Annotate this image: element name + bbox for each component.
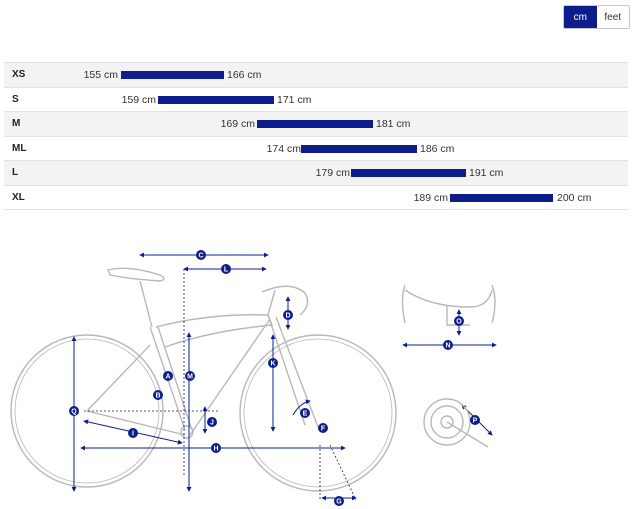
size-row-m: M 169 cm 181 cm <box>4 111 628 136</box>
height-range-bar <box>257 120 373 128</box>
height-range-bar <box>301 144 417 153</box>
svg-text:M: M <box>187 374 193 381</box>
marker-o-icon: O <box>454 316 464 326</box>
height-min: 155 cm <box>83 69 118 81</box>
size-row-l: L 179 cm 191 cm <box>4 160 628 185</box>
height-min: 159 cm <box>121 93 156 106</box>
svg-text:O: O <box>456 319 462 326</box>
marker-f-icon: F <box>318 423 328 433</box>
size-label: XL <box>12 191 25 203</box>
size-label: L <box>12 167 19 178</box>
marker-e-icon: E <box>300 408 310 418</box>
svg-text:B: B <box>155 393 160 400</box>
marker-g-icon: G <box>334 496 344 506</box>
seatpost <box>139 280 153 328</box>
svg-text:F: F <box>321 426 326 433</box>
height-max: 186 cm <box>420 142 455 155</box>
rear-rim <box>14 338 160 484</box>
handlebar-inset <box>401 284 496 326</box>
svg-text:I: I <box>132 431 134 438</box>
size-row-xl: XL 189 cm 200 cm <box>4 184 628 210</box>
saddle <box>107 267 165 282</box>
dimension-lines <box>71 252 497 501</box>
marker-a-icon: A <box>163 371 173 381</box>
marker-b-icon: B <box>153 390 163 400</box>
unit-feet-button[interactable]: feet <box>596 6 629 28</box>
marker-k-icon: K <box>268 358 278 368</box>
marker-m-icon: M <box>185 371 195 381</box>
size-chart: XS 155 cm 166 cm S 159 cm 171 cm M 169 c… <box>4 62 628 210</box>
size-label: S <box>12 93 19 105</box>
size-label: XS <box>12 69 26 80</box>
height-min: 169 cm <box>220 118 255 130</box>
svg-text:D: D <box>285 313 290 320</box>
height-range-bar <box>121 71 224 79</box>
svg-text:A: A <box>165 374 170 381</box>
marker-q-icon: Q <box>69 406 79 416</box>
bottom-bracket <box>180 425 194 439</box>
marker-p-icon: P <box>470 415 480 425</box>
svg-text:L: L <box>224 267 229 274</box>
height-min: 189 cm <box>413 191 448 204</box>
height-range-bar <box>450 193 553 202</box>
height-max: 166 cm <box>227 69 262 81</box>
height-max: 181 cm <box>376 118 411 130</box>
size-row-xs: XS 155 cm 166 cm <box>4 62 628 87</box>
height-range-bar <box>158 95 274 104</box>
size-label: ML <box>12 142 27 154</box>
dimension-guides <box>84 269 357 501</box>
svg-text:H: H <box>213 446 218 453</box>
size-row-s: S 159 cm 171 cm <box>4 86 628 111</box>
svg-text:K: K <box>270 361 275 368</box>
svg-text:G: G <box>336 499 342 506</box>
svg-text:C: C <box>198 253 203 260</box>
marker-j-icon: J <box>207 417 217 427</box>
marker-l-icon: L <box>221 264 231 274</box>
svg-text:J: J <box>210 420 214 427</box>
geometry-markers: C L D K A M B Q E J F I H G O N P <box>69 250 480 506</box>
marker-d-icon: D <box>283 310 293 320</box>
unit-toggle: cm feet <box>563 5 630 29</box>
rear-wheel <box>10 334 164 488</box>
size-label: M <box>12 118 21 129</box>
handlebar <box>261 285 309 316</box>
svg-text:P: P <box>473 418 478 425</box>
height-max: 200 cm <box>557 191 592 204</box>
height-max: 171 cm <box>277 93 312 106</box>
front-rim <box>243 338 393 488</box>
height-max: 191 cm <box>469 167 504 179</box>
unit-cm-button[interactable]: cm <box>564 6 597 28</box>
fork <box>267 314 319 428</box>
crankset-inset <box>423 398 489 448</box>
marker-i-icon: I <box>128 428 138 438</box>
marker-c-icon: C <box>196 250 206 260</box>
svg-text:Q: Q <box>71 409 77 416</box>
front-wheel <box>239 334 397 492</box>
marker-n-icon: N <box>443 340 453 350</box>
bike-geometry-diagram: C L D K A M B Q E J F I H G O N P <box>10 250 497 506</box>
svg-text:E: E <box>303 411 308 418</box>
svg-text:N: N <box>445 343 450 350</box>
height-range-bar <box>351 169 466 177</box>
size-row-ml: ML 174 cm 186 cm <box>4 135 628 160</box>
height-min: 179 cm <box>315 167 350 179</box>
height-min: 174 cm <box>266 142 301 155</box>
marker-h-icon: H <box>211 443 221 453</box>
bike-frame-drawing <box>10 267 397 492</box>
